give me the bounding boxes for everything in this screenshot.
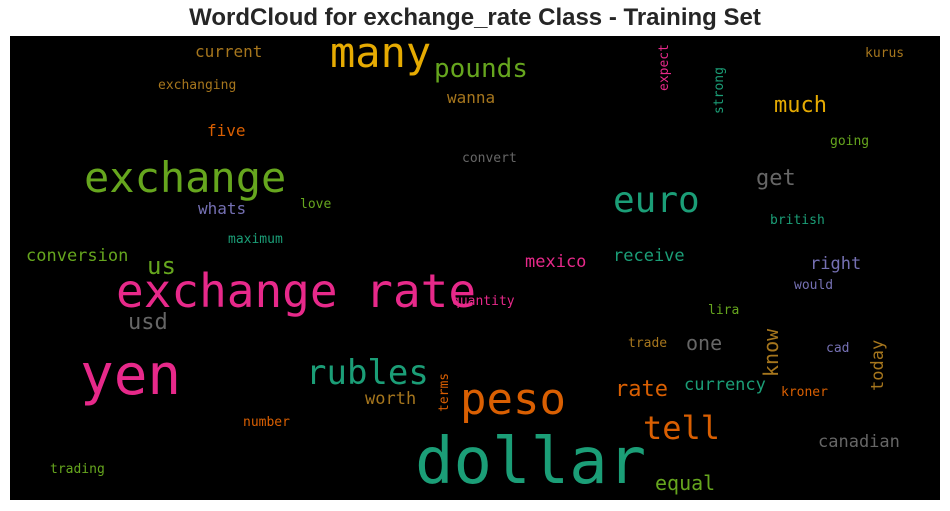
word-strong: strong	[712, 67, 727, 114]
word-current: current	[195, 42, 263, 61]
chart-title: WordCloud for exchange_rate Class - Trai…	[189, 4, 761, 31]
word-right: right	[810, 254, 862, 274]
word-conversion: conversion	[26, 246, 129, 266]
word-trade: trade	[628, 336, 668, 351]
word-many: many	[330, 36, 432, 77]
word-euro: euro	[613, 180, 700, 221]
word-receive: receive	[613, 246, 685, 266]
word-exchange: exchange	[84, 153, 287, 202]
word-wanna: wanna	[447, 88, 496, 107]
word-lira: lira	[708, 303, 740, 318]
word-equal: equal	[655, 471, 716, 495]
word-worth: worth	[365, 389, 417, 409]
word-trading: trading	[50, 462, 105, 477]
word-five: five	[207, 121, 246, 140]
word-today: today	[868, 339, 888, 391]
word-yen: yen	[80, 343, 182, 408]
word-number: number	[243, 415, 290, 430]
word-canadian: canadian	[818, 432, 900, 452]
word-usd: usd	[128, 310, 168, 335]
word-kurus: kurus	[865, 46, 905, 61]
word-peso: peso	[460, 374, 566, 425]
word-tell: tell	[643, 409, 721, 447]
word-exchange-rate: exchange rate	[116, 264, 477, 318]
word-dollar: dollar	[415, 425, 647, 499]
word-whats: whats	[198, 199, 247, 218]
word-terms: terms	[437, 372, 452, 412]
word-love: love	[300, 197, 332, 212]
word-currency: currency	[684, 375, 766, 395]
word-cloud-canvas: dollar exchange rate yen exchange many p…	[10, 36, 940, 500]
word-mexico: mexico	[525, 252, 587, 272]
word-rate: rate	[615, 377, 668, 402]
word-quantity: quantity	[452, 294, 515, 309]
word-maximum: maximum	[228, 232, 283, 247]
word-much: much	[774, 93, 827, 118]
word-rubles: rubles	[306, 353, 429, 393]
word-pounds: pounds	[434, 54, 528, 84]
word-expect: expect	[657, 44, 672, 91]
word-get: get	[756, 166, 796, 191]
word-would: would	[794, 278, 834, 293]
word-cad: cad	[826, 341, 850, 356]
word-british: british	[770, 213, 825, 228]
word-going: going	[830, 134, 870, 149]
word-convert: convert	[462, 151, 517, 166]
word-one: one	[686, 331, 723, 355]
word-us: us	[147, 252, 176, 280]
word-know: know	[759, 328, 783, 377]
word-exchanging: exchanging	[158, 78, 237, 93]
word-kroner: kroner	[781, 385, 828, 400]
